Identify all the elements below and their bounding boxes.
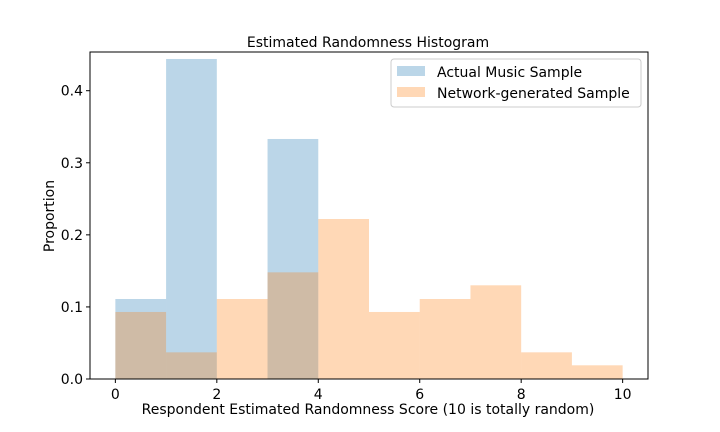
bar-series2-bin1: [166, 352, 217, 379]
x-axis: 0 2 4 6 8 10: [111, 379, 632, 403]
y-axis: 0.0 0.1 0.2 0.3 0.4: [61, 84, 90, 388]
x-tick-label: 2: [212, 387, 221, 403]
bar-series2-bin0: [115, 311, 167, 379]
legend: Actual Music Sample Network-generated Sam…: [390, 58, 642, 108]
bar-series2-bin8: [521, 352, 572, 379]
chart-title: Estimated Randomness Histogram: [247, 35, 489, 51]
bar-series2-bin2: [216, 298, 268, 379]
bar-series1-bin1: [166, 58, 217, 380]
bars-layer: [115, 58, 623, 380]
legend-label-2: Network-generated Sample: [437, 86, 630, 102]
bar-series2-bin4: [318, 218, 369, 379]
y-tick-label: 0.0: [61, 372, 83, 388]
x-tick-label: 10: [614, 387, 632, 403]
y-tick-label: 0.4: [61, 84, 83, 100]
x-axis-label: Respondent Estimated Randomness Score (1…: [142, 402, 595, 418]
x-tick-label: 0: [111, 387, 120, 403]
y-tick-label: 0.3: [61, 156, 83, 172]
x-tick-label: 8: [517, 387, 526, 403]
legend-label-1: Actual Music Sample: [437, 65, 582, 81]
legend-swatch-2: [397, 87, 425, 97]
bar-series2-bin5: [369, 311, 420, 379]
legend-swatch-1: [397, 66, 425, 76]
x-tick-label: 4: [314, 387, 323, 403]
bar-series2-bin3: [267, 272, 319, 379]
bar-series2-bin7: [470, 285, 522, 379]
y-tick-label: 0.1: [61, 300, 83, 316]
y-axis-label: Proportion: [42, 180, 58, 252]
legend-box: [390, 58, 642, 108]
plot-frame: [89, 51, 649, 380]
bar-series2-bin6: [419, 298, 471, 379]
bar-series1-bin3: [267, 138, 319, 379]
y-tick-label: 0.2: [61, 228, 83, 244]
bar-series1-bin0: [115, 298, 167, 379]
x-tick-label: 6: [415, 387, 424, 403]
bar-series2-bin9: [571, 365, 623, 379]
